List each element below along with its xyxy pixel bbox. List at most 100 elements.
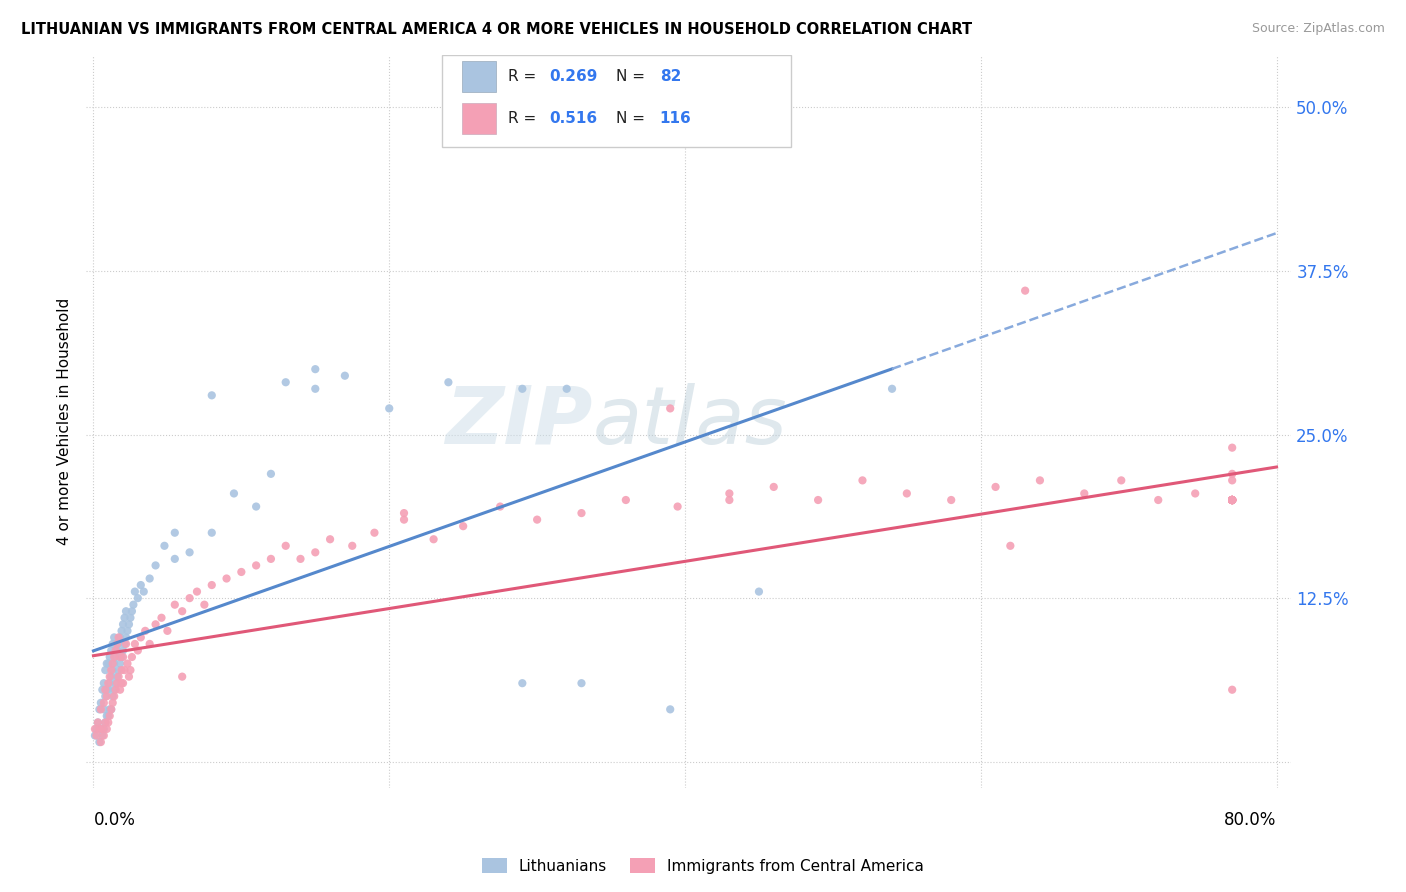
Point (896, 486, 918, 500)
Point (941, 493, 963, 508)
Point (245, 500, 267, 514)
Point (718, 486, 741, 500)
Point (97, 676, 120, 690)
Point (98, 670, 121, 684)
Point (1220, 682, 1243, 697)
Point (163, 552, 186, 566)
Point (117, 624, 139, 638)
Point (120, 663, 142, 677)
Point (1029, 474, 1052, 488)
Point (112, 650, 135, 665)
Point (91, 722, 114, 736)
Point (86, 722, 108, 736)
Point (101, 690, 124, 704)
Point (107, 670, 129, 684)
Point (97, 715, 120, 730)
Point (108, 657, 131, 671)
Point (1220, 493, 1243, 508)
Point (245, 558, 267, 573)
Point (117, 657, 139, 671)
Point (451, 519, 474, 533)
Point (201, 525, 224, 540)
Point (110, 676, 132, 690)
Text: Source: ZipAtlas.com: Source: ZipAtlas.com (1251, 22, 1385, 36)
Point (107, 631, 129, 645)
Text: R =: R = (508, 112, 541, 127)
Point (84, 722, 107, 736)
Point (1014, 284, 1036, 298)
Point (91, 729, 114, 743)
Point (94, 715, 117, 730)
Point (94, 690, 117, 704)
Text: ZIP: ZIP (444, 383, 592, 460)
Point (90, 722, 112, 736)
Point (103, 657, 125, 671)
Text: 116: 116 (659, 112, 692, 127)
Point (115, 637, 138, 651)
Text: R =: R = (508, 70, 541, 84)
Point (1147, 493, 1170, 508)
Point (89, 702, 111, 716)
Point (172, 604, 194, 618)
Text: 82: 82 (659, 70, 681, 84)
Point (1220, 493, 1243, 508)
Point (114, 663, 136, 677)
Point (93, 696, 115, 710)
Point (1220, 493, 1243, 508)
Point (718, 493, 741, 508)
Point (179, 545, 201, 559)
Point (163, 598, 186, 612)
Point (1220, 493, 1243, 508)
Point (807, 493, 830, 508)
Point (1220, 441, 1243, 455)
Point (215, 572, 238, 586)
Point (127, 643, 149, 657)
Point (555, 382, 578, 396)
Point (1220, 493, 1243, 508)
Point (97, 657, 120, 671)
Point (100, 702, 122, 716)
Point (91, 682, 114, 697)
Point (304, 545, 326, 559)
Point (89, 735, 111, 749)
Point (98, 650, 121, 665)
Point (121, 604, 143, 618)
Point (107, 663, 129, 677)
Point (90, 735, 112, 749)
Point (304, 362, 326, 376)
Point (1220, 493, 1243, 508)
Point (110, 650, 132, 665)
Point (96, 682, 118, 697)
Point (422, 533, 444, 547)
Point (124, 584, 146, 599)
Point (94, 715, 117, 730)
Point (104, 643, 127, 657)
Point (1220, 493, 1243, 508)
Point (90, 696, 112, 710)
Text: atlas: atlas (592, 383, 787, 460)
Point (319, 533, 342, 547)
Legend: Lithuanians, Immigrants from Central America: Lithuanians, Immigrants from Central Ame… (477, 852, 929, 880)
Point (100, 702, 122, 716)
Point (526, 513, 548, 527)
Point (124, 637, 146, 651)
Point (156, 624, 179, 638)
Point (666, 500, 689, 514)
Point (342, 539, 364, 553)
Point (145, 617, 167, 632)
Point (132, 584, 155, 599)
Point (1220, 493, 1243, 508)
Point (127, 591, 149, 606)
Point (89, 722, 111, 736)
Point (90, 702, 112, 716)
Point (96, 722, 118, 736)
Point (115, 604, 138, 618)
Point (304, 382, 326, 396)
Point (120, 611, 142, 625)
Text: 80.0%: 80.0% (1225, 812, 1277, 830)
Point (115, 631, 138, 645)
Point (97, 682, 120, 697)
Point (104, 676, 127, 690)
Text: LITHUANIAN VS IMMIGRANTS FROM CENTRAL AMERICA 4 OR MORE VEHICLES IN HOUSEHOLD CO: LITHUANIAN VS IMMIGRANTS FROM CENTRAL AM… (21, 22, 972, 37)
Point (96, 657, 118, 671)
